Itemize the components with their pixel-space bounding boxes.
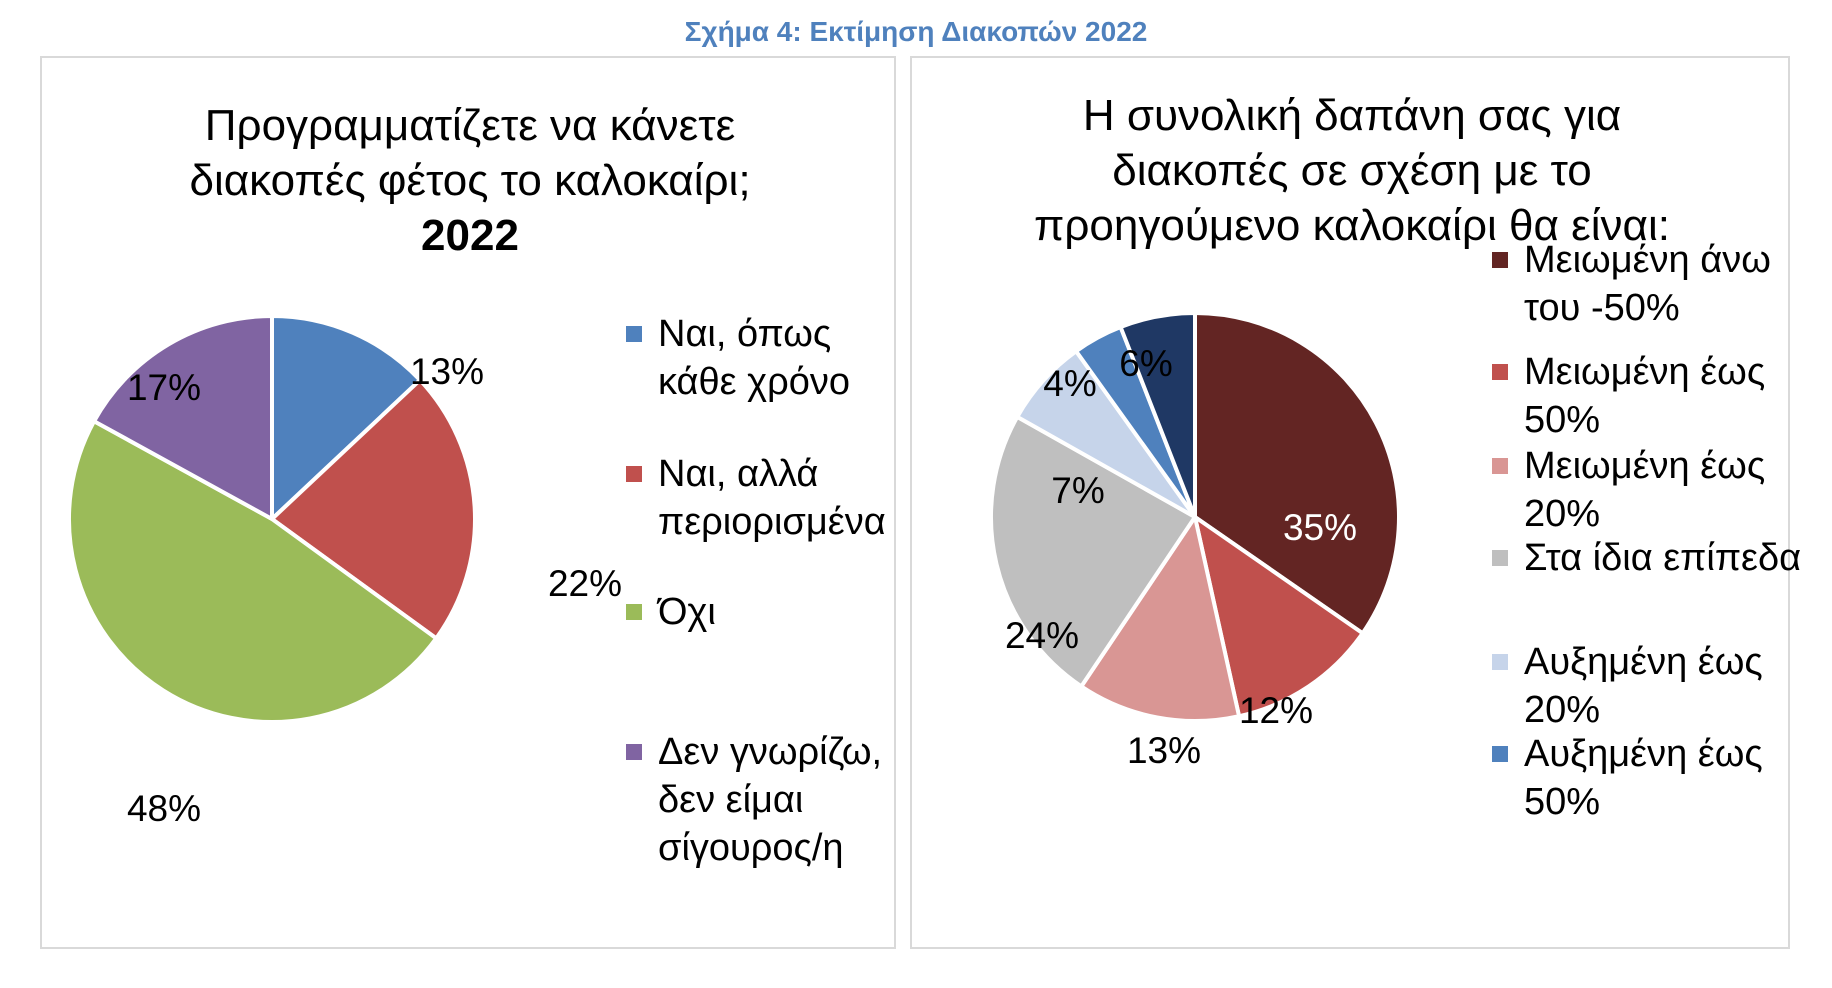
pie-data-label: 22% bbox=[548, 563, 622, 604]
chart-title-line: διακοπές φέτος το καλοκαίρι; bbox=[189, 156, 751, 205]
legend-swatch bbox=[1492, 550, 1508, 566]
figure-title: Σχήμα 4: Εκτίμηση Διακοπών 2022 bbox=[684, 16, 1148, 47]
pie-data-label: 24% bbox=[1005, 615, 1079, 656]
legend-label: Δεν γνωρίζω, δεν είμαι σίγουρος/η bbox=[658, 731, 883, 869]
legend-swatch bbox=[1492, 746, 1508, 762]
pie-chart-left: 13% 22% 48% 17% bbox=[67, 314, 622, 829]
pie-data-label: 12% bbox=[1239, 690, 1313, 731]
legend-swatch bbox=[1492, 458, 1508, 474]
legend-swatch bbox=[626, 604, 642, 620]
legend-label: Ναι, όπως κάθε χρόνο bbox=[658, 313, 850, 403]
pie-data-label: 35% bbox=[1283, 507, 1357, 548]
pie-slice bbox=[1118, 311, 1197, 519]
pie-data-label: 7% bbox=[1051, 470, 1104, 511]
legend-swatch bbox=[1492, 364, 1508, 380]
pie-slice bbox=[1193, 311, 1401, 636]
pie-slice bbox=[270, 314, 422, 521]
legend-label: Μειωμένη άνω του -50% bbox=[1524, 239, 1771, 329]
legend-label: Αυξημένη έως 50% bbox=[1524, 733, 1763, 823]
chart-panel-right: Η συνολική δαπάνη σας για διακοπές σε σχ… bbox=[910, 56, 1801, 949]
pie-data-label: 4% bbox=[1043, 363, 1096, 404]
pie-data-label: 48% bbox=[127, 788, 201, 829]
legend-swatch bbox=[1492, 252, 1508, 268]
chart-title-right: Η συνολική δαπάνη σας για διακοπές σε σχ… bbox=[912, 88, 1792, 253]
legend-swatch bbox=[626, 744, 642, 760]
legend-label: Αυξημένη έως 20% bbox=[1524, 641, 1763, 731]
chart-title-left: Προγραμματίζετε να κάνετε διακοπές φέτος… bbox=[42, 98, 898, 263]
chart-title-line: διακοπές σε σχέση με το bbox=[1112, 146, 1592, 195]
chart-title-line: Προγραμματίζετε να κάνετε bbox=[204, 101, 736, 150]
legend-label: Όχι bbox=[658, 591, 716, 633]
legend-swatch bbox=[1492, 654, 1508, 670]
chart-panel-left: Προγραμματίζετε να κάνετε διακοπές φέτος… bbox=[40, 56, 896, 949]
pie-slice bbox=[270, 378, 477, 641]
legend-label: Μειωμένη έως 20% bbox=[1524, 445, 1766, 535]
legend-label: Ναι, αλλά περιορισμένα bbox=[658, 453, 886, 543]
pie-slice bbox=[1193, 515, 1365, 719]
pie-slice bbox=[1079, 515, 1242, 723]
pie-slice bbox=[67, 419, 439, 724]
legend-label: Στα ίδια επίπεδα bbox=[1524, 537, 1802, 579]
legend-label: Μειωμένη έως 50% bbox=[1524, 351, 1766, 441]
pie-slice bbox=[988, 414, 1197, 689]
pie-data-label: 17% bbox=[127, 367, 201, 408]
pie-slice bbox=[92, 314, 274, 521]
pie-chart-right: 35% 12% 13% 24% 7% 4% 6% bbox=[988, 311, 1401, 771]
chart-title-line: προηγούμενο καλοκαίρι θα είναι: bbox=[1034, 201, 1670, 250]
chart-title-year: 2022 bbox=[421, 211, 519, 260]
pie-data-label: 13% bbox=[1127, 730, 1201, 771]
legend-swatch bbox=[626, 466, 642, 482]
legend-swatch bbox=[626, 326, 642, 342]
chart-title-line: Η συνολική δαπάνη σας για bbox=[1082, 91, 1622, 140]
pie-data-label: 6% bbox=[1119, 343, 1172, 384]
pie-data-label: 13% bbox=[410, 351, 484, 392]
